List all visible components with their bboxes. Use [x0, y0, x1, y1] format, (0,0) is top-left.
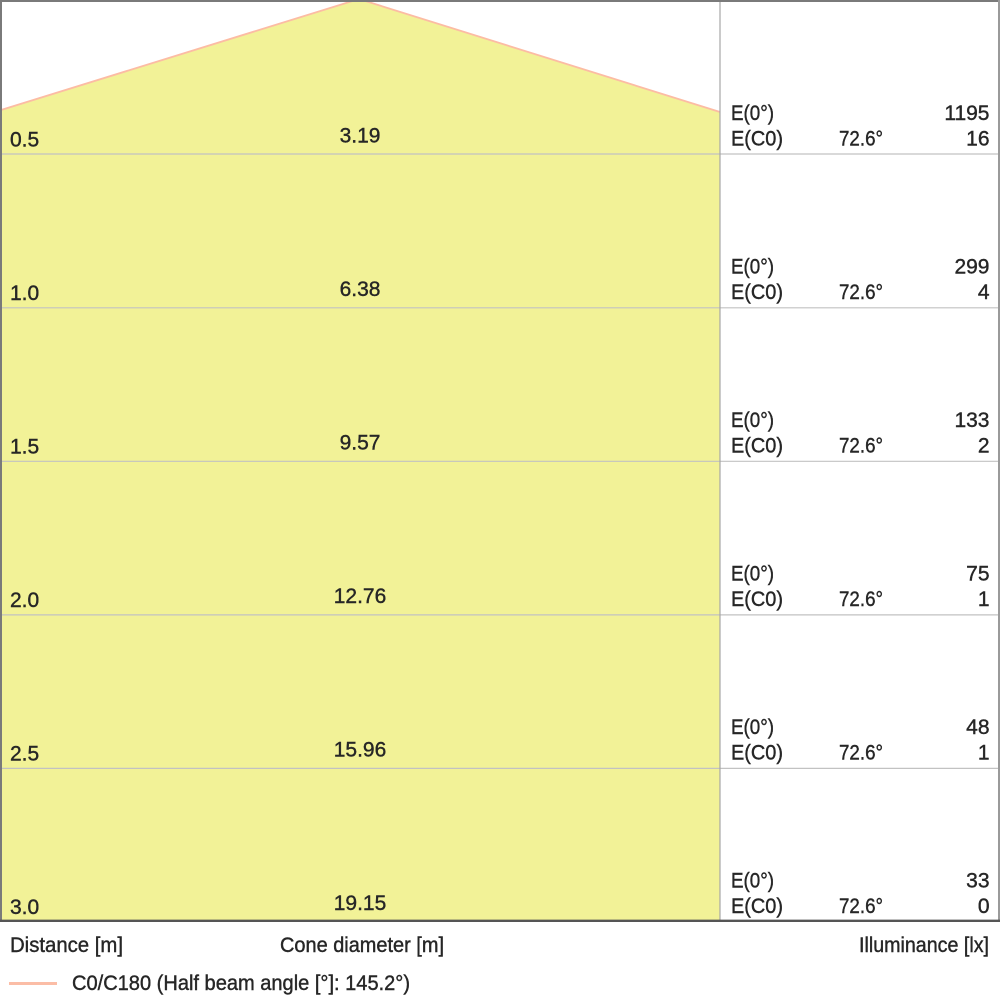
svg-text:133: 133	[954, 409, 989, 432]
svg-text:E(0°): E(0°)	[731, 716, 774, 739]
svg-text:E(C0): E(C0)	[731, 742, 783, 765]
svg-text:C0/C180 (Half beam angle [°]:: C0/C180 (Half beam angle [°]: 145.2°)	[72, 972, 410, 995]
svg-text:48: 48	[966, 716, 989, 739]
svg-text:1: 1	[978, 742, 990, 765]
svg-text:Distance [m]: Distance [m]	[10, 934, 123, 957]
svg-text:2: 2	[978, 435, 990, 458]
svg-text:E(C0): E(C0)	[731, 895, 783, 918]
svg-text:E(0°): E(0°)	[731, 870, 774, 893]
svg-text:Cone diameter [m]: Cone diameter [m]	[280, 934, 444, 957]
svg-text:4: 4	[978, 281, 990, 304]
svg-text:3.19: 3.19	[340, 125, 381, 148]
svg-text:72.6°: 72.6°	[839, 281, 883, 304]
svg-text:72.6°: 72.6°	[839, 128, 883, 151]
svg-text:9.57: 9.57	[340, 432, 381, 455]
svg-text:1.5: 1.5	[10, 436, 39, 459]
svg-text:0: 0	[978, 895, 990, 918]
svg-text:E(0°): E(0°)	[731, 409, 774, 432]
svg-text:Illuminance [lx]: Illuminance [lx]	[859, 934, 989, 957]
svg-text:72.6°: 72.6°	[839, 435, 883, 458]
svg-text:299: 299	[954, 256, 989, 279]
svg-text:E(C0): E(C0)	[731, 588, 783, 611]
svg-text:12.76: 12.76	[334, 585, 387, 608]
svg-text:19.15: 19.15	[334, 892, 387, 915]
svg-text:15.96: 15.96	[334, 739, 387, 762]
svg-text:E(C0): E(C0)	[731, 435, 783, 458]
svg-text:E(C0): E(C0)	[731, 281, 783, 304]
svg-text:2.5: 2.5	[10, 743, 39, 766]
svg-text:E(0°): E(0°)	[731, 102, 774, 125]
svg-text:0.5: 0.5	[10, 129, 39, 152]
svg-text:E(0°): E(0°)	[731, 563, 774, 586]
svg-text:75: 75	[966, 563, 989, 586]
svg-text:16: 16	[966, 128, 989, 151]
svg-text:1.0: 1.0	[10, 282, 39, 305]
svg-text:3.0: 3.0	[10, 896, 39, 919]
svg-text:E(0°): E(0°)	[731, 256, 774, 279]
svg-text:1195: 1195	[944, 102, 989, 125]
svg-text:33: 33	[966, 870, 989, 893]
svg-text:2.0: 2.0	[10, 589, 39, 612]
svg-text:72.6°: 72.6°	[839, 588, 883, 611]
svg-text:6.38: 6.38	[340, 278, 381, 301]
svg-text:72.6°: 72.6°	[839, 742, 883, 765]
svg-text:72.6°: 72.6°	[839, 895, 883, 918]
svg-text:1: 1	[978, 588, 990, 611]
svg-text:E(C0): E(C0)	[731, 128, 783, 151]
